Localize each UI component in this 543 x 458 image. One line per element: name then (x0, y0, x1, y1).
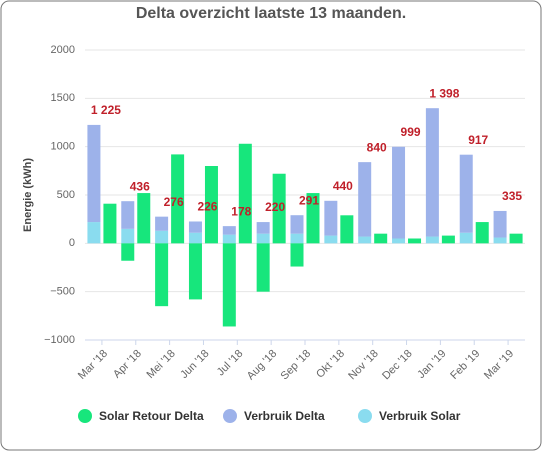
bar (324, 200, 338, 236)
legend-label: Solar Retour Delta (99, 409, 204, 423)
y-tick-label: −500 (50, 286, 75, 298)
bar (87, 222, 101, 244)
bar (222, 226, 236, 235)
bar (459, 232, 473, 244)
total-label: 840 (367, 140, 387, 154)
y-tick-label: 2000 (51, 44, 75, 56)
bar (340, 215, 354, 244)
y-tick-label: 0 (69, 237, 75, 249)
bar (155, 216, 169, 231)
total-label: 436 (130, 179, 150, 193)
bar (188, 232, 202, 244)
y-tick-label: 1500 (51, 92, 75, 104)
bar (290, 215, 304, 234)
bar (392, 146, 406, 239)
bar (121, 228, 135, 244)
bar (188, 221, 202, 233)
bar (425, 108, 439, 237)
legend-marker (358, 409, 372, 423)
total-label: 291 (299, 193, 319, 207)
bar (290, 243, 304, 267)
y-tick-label: 1000 (51, 141, 75, 153)
bar (290, 233, 304, 244)
bar (204, 166, 218, 244)
total-label: 440 (333, 179, 353, 193)
bar (238, 143, 252, 244)
bar (358, 162, 372, 237)
bar (441, 235, 455, 244)
bar (408, 238, 422, 244)
total-label: 226 (197, 200, 217, 214)
bar (306, 193, 320, 244)
total-label: 917 (468, 133, 488, 147)
bar (256, 233, 270, 244)
legend-label: Verbruik Delta (244, 409, 325, 423)
legend-marker (223, 409, 237, 423)
bar (87, 124, 101, 223)
bar (358, 236, 372, 244)
bar (171, 154, 185, 244)
total-label: 178 (231, 204, 251, 218)
total-label: 999 (401, 125, 421, 139)
y-tick-label: 500 (57, 189, 75, 201)
y-tick-label: −1000 (44, 334, 75, 346)
total-label: 276 (164, 195, 184, 209)
bar (103, 203, 117, 244)
bar (121, 201, 135, 229)
bar (392, 238, 406, 244)
y-axis-label: Energie (kWh) (22, 158, 34, 232)
bar (475, 222, 489, 244)
bar (509, 233, 523, 244)
bar (256, 243, 270, 292)
bar (493, 210, 507, 238)
total-label: 335 (502, 189, 522, 203)
total-label: 220 (265, 200, 285, 214)
bar (188, 243, 202, 300)
bar (155, 243, 169, 307)
bar (256, 222, 270, 234)
total-label: 1 225 (91, 103, 121, 117)
bar (324, 235, 338, 244)
bar (374, 233, 388, 244)
bar (155, 230, 169, 244)
bar (222, 243, 236, 327)
bar (222, 234, 236, 244)
bar (121, 243, 135, 261)
bar (272, 173, 286, 244)
bar (459, 154, 473, 233)
bar (137, 193, 151, 244)
legend-label: Verbruik Solar (379, 409, 461, 423)
bar (493, 237, 507, 244)
chart-title: Delta overzicht laatste 13 maanden. (136, 5, 406, 22)
legend-marker (78, 409, 92, 423)
bar (425, 236, 439, 244)
total-label: 1 398 (429, 86, 459, 100)
